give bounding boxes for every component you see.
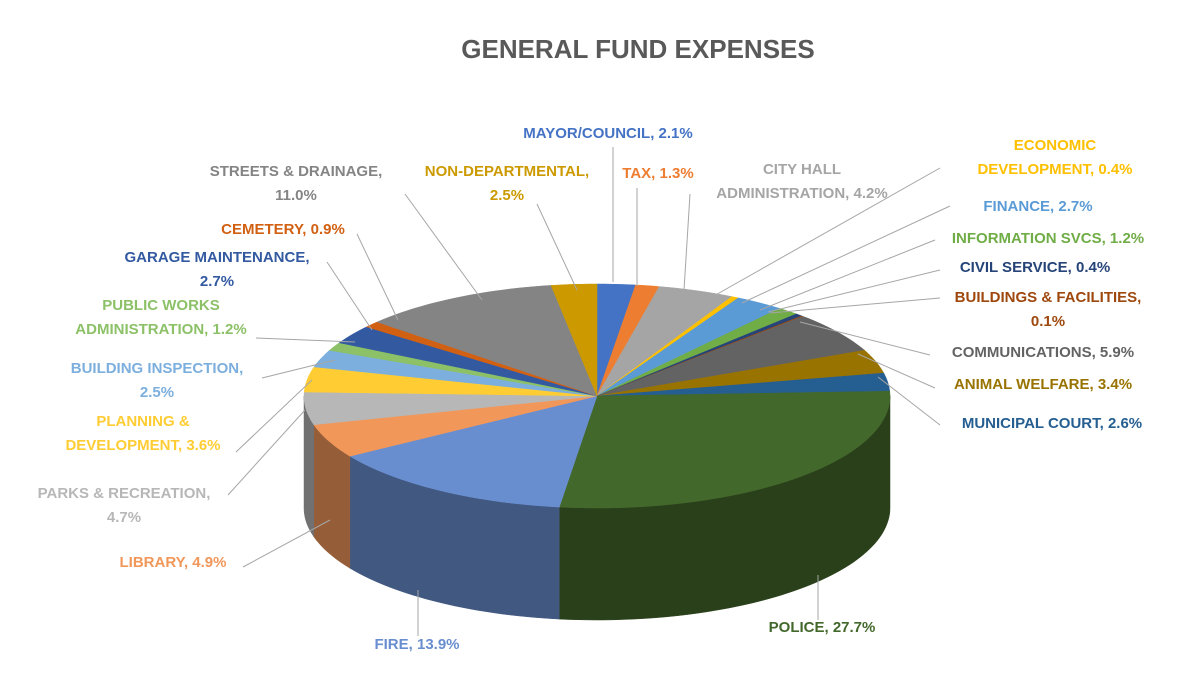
data-label-line: CEMETERY, 0.9% <box>221 221 345 238</box>
data-label-line: 2.5% <box>140 384 174 401</box>
data-label-line: CIVIL SERVICE, 0.4% <box>960 259 1110 276</box>
pie-slice-court <box>596 372 890 397</box>
data-label-line: GARAGE MAINTENANCE, <box>124 249 309 266</box>
pie-slice-finance <box>596 297 781 397</box>
data-label-police: POLICE, 27.7% <box>769 619 876 636</box>
data-label-pwadmin: PUBLIC WORKS ADMINISTRATION, 1.2% <box>75 297 246 338</box>
leader-line-animal <box>857 353 936 389</box>
data-label-court: MUNICIPAL COURT, 2.6% <box>962 415 1142 432</box>
data-label-line: TAX, 1.3% <box>622 165 693 182</box>
data-label-line: STREETS & DRAINAGE, <box>210 163 383 180</box>
data-label-fire: FIRE, 13.9% <box>374 636 459 653</box>
leader-line-cemetery <box>356 233 399 321</box>
leader-lines <box>227 147 951 636</box>
data-label-line: POLICE, 27.7% <box>769 619 876 636</box>
data-label-cemetery: CEMETERY, 0.9% <box>221 221 345 238</box>
data-label-line: INFORMATION SVCS, 1.2% <box>952 230 1144 247</box>
leader-line-nondept <box>536 203 578 291</box>
data-label-line: PUBLIC WORKS <box>102 297 220 314</box>
data-label-line: 11.0% <box>275 187 317 204</box>
leader-line-finance <box>741 205 951 304</box>
data-label-civil: CIVIL SERVICE, 0.4% <box>960 259 1110 276</box>
leader-line-buildings <box>769 297 941 314</box>
data-label-comms: COMMUNICATIONS, 5.9% <box>952 344 1134 361</box>
data-label-line: FIRE, 13.9% <box>374 636 459 653</box>
data-label-line: DEVELOPMENT, 0.4% <box>977 161 1132 178</box>
data-label-parks: PARKS & RECREATION, 4.7% <box>38 485 211 526</box>
data-label-infosvcs: INFORMATION SVCS, 1.2% <box>952 230 1144 247</box>
data-label-line: NON-DEPARTMENTAL, <box>425 163 589 180</box>
data-label-line: MUNICIPAL COURT, 2.6% <box>962 415 1142 432</box>
leader-line-bldginsp <box>261 359 336 379</box>
chart-title: GENERAL FUND EXPENSES <box>461 34 814 64</box>
data-label-line: MAYOR/COUNCIL, 2.1% <box>523 125 692 142</box>
data-label-planning: PLANNING & DEVELOPMENT, 3.6% <box>65 413 220 454</box>
leader-line-pwadmin <box>255 337 356 343</box>
data-label-line: 2.7% <box>200 273 234 290</box>
leader-line-parks <box>227 409 306 496</box>
data-label-line: LIBRARY, 4.9% <box>120 554 227 571</box>
leader-line-econ <box>711 167 941 298</box>
data-label-mayor: MAYOR/COUNCIL, 2.1% <box>523 125 692 142</box>
leader-line-court <box>877 376 941 426</box>
data-label-line: ADMINISTRATION, 4.2% <box>716 185 887 202</box>
data-label-bldginsp: BUILDING INSPECTION, 2.5% <box>71 360 244 401</box>
pie-slice-fire <box>349 395 598 508</box>
data-label-tax: TAX, 1.3% <box>622 165 693 182</box>
leader-line-infosvcs <box>759 239 936 311</box>
data-label-garage: GARAGE MAINTENANCE, 2.7% <box>124 249 309 290</box>
pie-slice-library <box>313 395 598 457</box>
leader-line-streets <box>404 193 483 301</box>
data-label-line: PARKS & RECREATION, <box>38 485 211 502</box>
data-label-cityhall: CITY HALL ADMINISTRATION, 4.2% <box>716 161 887 202</box>
data-label-line: DEVELOPMENT, 3.6% <box>65 437 220 454</box>
data-label-line: PLANNING & <box>96 413 190 430</box>
data-label-finance: FINANCE, 2.7% <box>983 198 1092 215</box>
data-label-buildings: BUILDINGS & FACILITIES, 0.1% <box>955 289 1142 330</box>
pie-slice-parks <box>303 391 598 425</box>
pie-slice-streets <box>376 285 598 397</box>
leader-line-garage <box>326 261 373 331</box>
data-label-line: COMMUNICATIONS, 5.9% <box>952 344 1134 361</box>
pie-slice-comms <box>596 316 866 397</box>
pie-slice-planning <box>303 366 598 397</box>
data-label-animal: ANIMAL WELFARE, 3.4% <box>954 376 1132 393</box>
data-label-line: ECONOMIC <box>1014 137 1097 154</box>
data-label-line: ANIMAL WELFARE, 3.4% <box>954 376 1132 393</box>
data-label-line: FINANCE, 2.7% <box>983 198 1092 215</box>
data-label-line: 2.5% <box>490 187 524 204</box>
leader-line-planning <box>235 379 313 453</box>
leader-line-comms <box>799 321 931 356</box>
data-label-nondept: NON-DEPARTMENTAL, 2.5% <box>425 163 589 204</box>
leader-line-library <box>242 519 331 568</box>
leader-line-cityhall <box>683 193 691 291</box>
pie-slice-cityhall <box>596 286 733 397</box>
data-label-library: LIBRARY, 4.9% <box>120 554 227 571</box>
leader-line-civil <box>767 269 941 313</box>
data-label-line: CITY HALL <box>763 161 841 178</box>
data-label-line: ADMINISTRATION, 1.2% <box>75 321 246 338</box>
pie-slice-bldginsp <box>313 350 598 397</box>
data-label-line: BUILDING INSPECTION, <box>71 360 244 377</box>
pie-slice-police <box>558 390 891 509</box>
pie-depth <box>303 395 891 621</box>
data-label-econ: ECONOMIC DEVELOPMENT, 0.4% <box>977 137 1132 178</box>
pie-slices <box>303 283 891 509</box>
data-label-streets: STREETS & DRAINAGE, 11.0% <box>210 163 383 204</box>
data-label-line: 0.1% <box>1031 313 1065 330</box>
data-label-line: 4.7% <box>107 509 141 526</box>
data-labels: MAYOR/COUNCIL, 2.1% TAX, 1.3% CITY HALL ADM… <box>38 125 1145 653</box>
data-label-line: BUILDINGS & FACILITIES, <box>955 289 1142 306</box>
